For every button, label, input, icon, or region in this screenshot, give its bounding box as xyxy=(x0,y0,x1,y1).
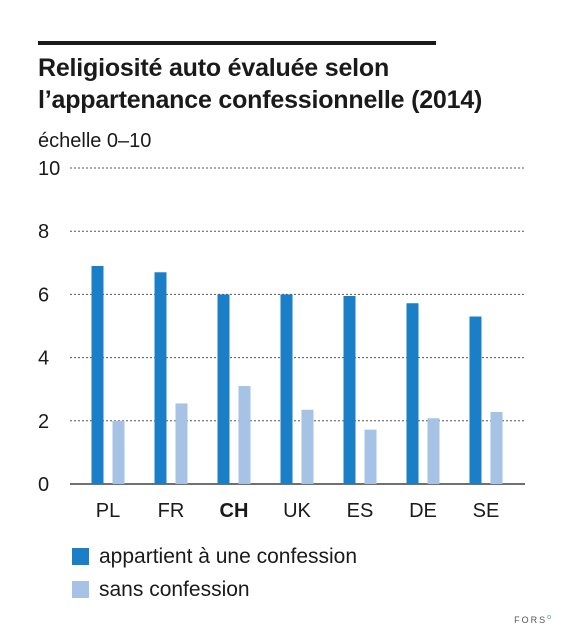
bar-fr-series-2 xyxy=(175,403,188,484)
y-tick-label: 8 xyxy=(38,221,49,243)
bar-uk-series-2 xyxy=(301,409,314,484)
x-tick-label-fr: FR xyxy=(158,500,185,522)
y-tick-label: 0 xyxy=(38,474,49,496)
legend: appartient à une confession sans confess… xyxy=(72,540,357,606)
y-tick-label: 4 xyxy=(38,348,49,370)
x-tick-label-pl: PL xyxy=(96,500,120,522)
y-tick-labels: 0 2 4 6 8 10 xyxy=(38,158,60,496)
legend-item-series-1: appartient à une confession xyxy=(72,540,357,573)
bar-se-series-2 xyxy=(490,411,503,484)
y-tick-label: 10 xyxy=(38,158,60,180)
x-tick-label-uk: UK xyxy=(283,500,311,522)
chart-title: Religiosité auto évaluée selon l’apparte… xyxy=(38,52,558,116)
bar-de-series-2 xyxy=(427,418,440,484)
brand-name: FORS xyxy=(514,615,548,625)
x-tick-label-se: SE xyxy=(473,500,500,522)
bar-se-series-1 xyxy=(469,316,482,484)
bar-ch-series-1 xyxy=(217,294,230,484)
chart-title-line-1: Religiosité auto évaluée selon xyxy=(38,54,390,82)
chart-title-line-2: l’appartenance confessionnelle (2014) xyxy=(38,86,483,114)
x-tick-label-ch: CH xyxy=(220,500,249,522)
legend-label-series-1: appartient à une confession xyxy=(99,544,358,568)
bar-uk-series-1 xyxy=(280,294,293,484)
bar-fr-series-1 xyxy=(154,272,167,484)
y-tick-label: 2 xyxy=(38,411,49,433)
legend-item-series-2: sans confession xyxy=(72,573,357,606)
bar-pl-series-2 xyxy=(112,420,125,484)
grid-lines xyxy=(70,167,525,485)
y-tick-label: 6 xyxy=(38,284,49,306)
legend-label-series-2: sans confession xyxy=(99,577,250,601)
x-tick-label-es: ES xyxy=(347,500,374,522)
legend-swatch-series-1 xyxy=(72,548,89,565)
title-rule xyxy=(38,41,436,45)
bar-es-series-2 xyxy=(364,429,377,484)
brand-logo: FORSo xyxy=(514,614,551,625)
bar-pl-series-1 xyxy=(91,265,104,484)
x-tick-label-de: DE xyxy=(409,500,437,522)
brand-mark: o xyxy=(547,614,551,621)
y-axis-unit-label: échelle 0–10 xyxy=(38,130,152,152)
bar-de-series-1 xyxy=(406,303,419,484)
bar-ch-series-2 xyxy=(238,386,251,484)
x-tick-labels: PL FR CH UK ES DE SE xyxy=(96,500,500,522)
legend-swatch-series-2 xyxy=(72,581,89,598)
bars xyxy=(91,265,503,484)
bar-es-series-1 xyxy=(343,295,356,484)
